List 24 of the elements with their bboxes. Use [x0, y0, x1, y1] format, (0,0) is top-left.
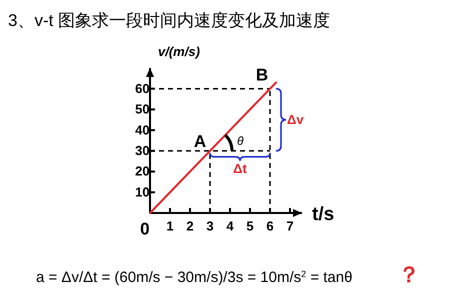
- x-tick-label: 0: [140, 220, 150, 239]
- text: a = Δv/Δt = (60m/s − 30m/s)/3s = 10m/s$^{2}$ = tanθ: [36, 269, 352, 286]
- text: ？: [398, 262, 420, 287]
- y-tick-label: 60: [135, 80, 150, 96]
- annotation: θ: [237, 134, 244, 148]
- x-tick-label: 1: [166, 218, 174, 234]
- x-tick-label: 6: [266, 218, 274, 234]
- y-axis-title: v/(m/s): [158, 44, 200, 59]
- y-tick-label: 30: [135, 143, 150, 158]
- y-tick-label: 40: [135, 122, 150, 138]
- annotation: A: [194, 132, 206, 151]
- annotation: Δt: [233, 160, 248, 176]
- chart-title: 3、v-t 图象求一段时间内速度变化及加速度: [8, 11, 330, 30]
- x-axis-title: t/s: [312, 204, 334, 225]
- y-tick-label: 10: [135, 184, 150, 200]
- y-tick-label: 20: [135, 164, 150, 179]
- x-tick-label: 7: [286, 218, 294, 234]
- x-tick-label: 5: [246, 218, 254, 234]
- x-tick-label: 4: [226, 218, 234, 234]
- x-tick-label: 2: [186, 218, 194, 234]
- y-tick-label: 50: [135, 102, 150, 117]
- annotation: Δv: [287, 112, 304, 127]
- annotation: B: [256, 66, 268, 85]
- x-tick-label: 3: [206, 218, 214, 234]
